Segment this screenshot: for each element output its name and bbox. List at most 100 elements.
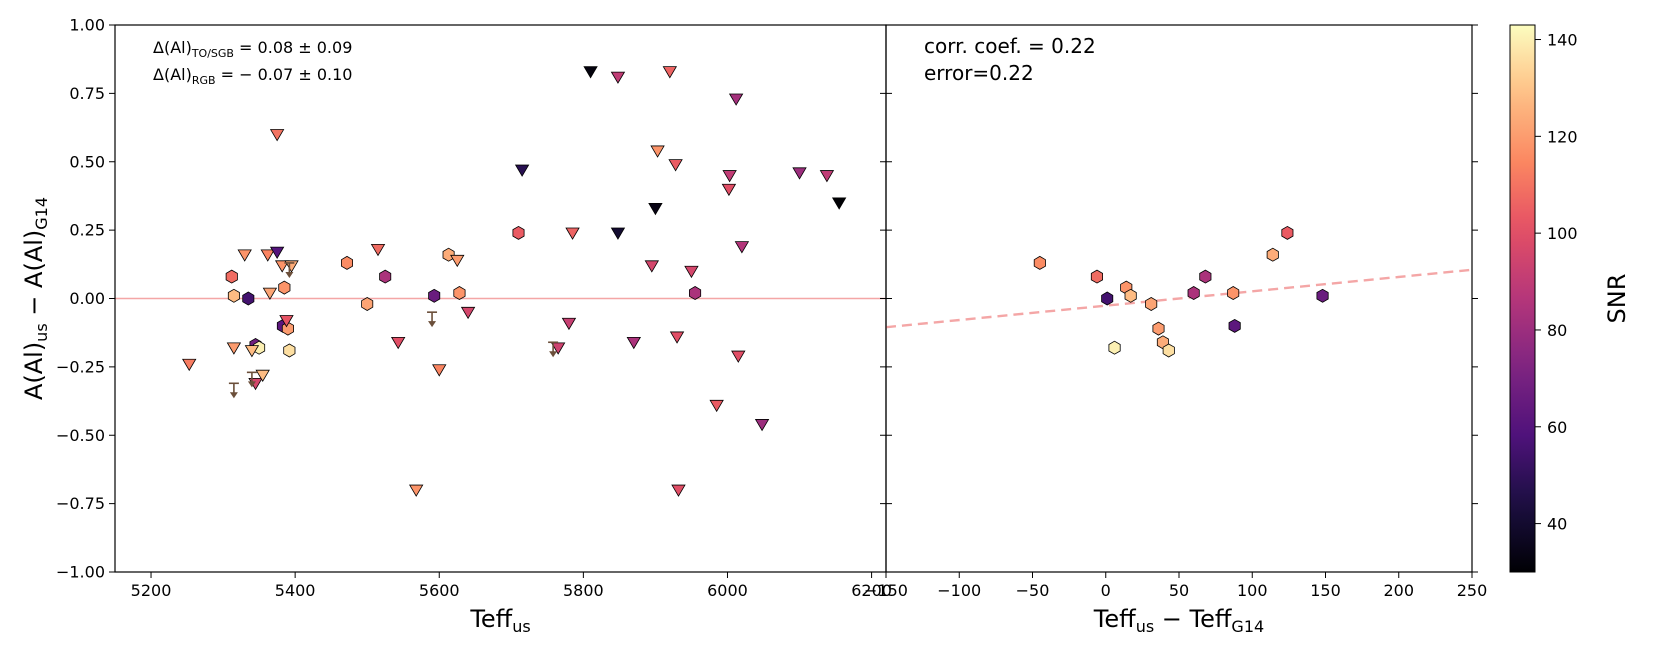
triangle-point: [626, 336, 642, 350]
hexagon-point: [1108, 340, 1121, 355]
x-tick-label: −100: [937, 581, 981, 600]
triangle-point: [721, 183, 737, 197]
y-tick-label: −0.25: [56, 357, 105, 376]
delta-annotation: Δ(Al)TO/SGB = 0.08 ± 0.09: [153, 38, 352, 60]
colorbar-tick-label: 120: [1547, 127, 1578, 146]
triangle-point: [669, 331, 685, 344]
x-tick-label: −50: [1016, 581, 1050, 600]
triangle-point: [244, 345, 260, 358]
triangle-point: [583, 66, 598, 79]
triangle-point: [722, 170, 737, 183]
triangle-point: [734, 241, 750, 254]
hexagon-point: [1090, 269, 1103, 284]
triangle-point: [728, 93, 744, 106]
x-tick-label: 150: [1310, 581, 1341, 600]
colorbar-tick-label: 60: [1547, 418, 1567, 437]
right-axes: −150 −100 −50 0 50 100 150 200 250 Teffus − TeffG…: [864, 24, 1487, 636]
hexagon-point: [379, 269, 392, 284]
triangle-point: [269, 129, 285, 142]
hexagon-point: [1101, 291, 1114, 306]
x-tick-label: 6200: [851, 581, 892, 600]
hexagon-point: [283, 343, 296, 358]
y-tick-label: −0.50: [56, 426, 105, 445]
triangle-point: [390, 336, 406, 350]
x-tick-label: 0: [1101, 581, 1111, 600]
triangle-point: [408, 484, 424, 497]
colorbar-tick-label: 140: [1547, 31, 1578, 50]
triangle-point: [792, 167, 807, 180]
triangle-point: [550, 342, 566, 355]
x-tick-label: 5600: [419, 581, 460, 600]
triangle-point: [269, 246, 285, 259]
x-tick-label: 100: [1237, 581, 1268, 600]
y-tick-label: 1.00: [69, 16, 105, 35]
x-tick-label: 5800: [563, 581, 604, 600]
hexagon-point: [242, 291, 255, 306]
x-tick-label: −150: [864, 581, 908, 600]
y-tick-label: 0.75: [69, 84, 105, 103]
hexagon-point: [361, 297, 374, 311]
triangle-point: [226, 342, 242, 355]
delta-annotation: Δ(Al)RGB = − 0.07 ± 0.10: [153, 65, 352, 87]
colorbar-tick-label: 80: [1547, 321, 1567, 340]
fit-line: [886, 268, 1472, 329]
y-tick-label: −1.00: [56, 563, 105, 582]
hexagon-point: [1033, 255, 1046, 270]
triangle-point: [237, 249, 252, 262]
triangle-point: [754, 419, 770, 432]
triangle-point: [460, 306, 476, 320]
hexagon-point: [1266, 247, 1279, 262]
triangle-point: [432, 364, 447, 377]
x-tick-label: 200: [1383, 581, 1414, 600]
hexagon-point: [1199, 269, 1212, 284]
triangle-point: [260, 249, 275, 262]
right-panel: −150 −100 −50 0 50 100 150 200 250 Teffus − TeffG…: [864, 24, 1487, 636]
x-tick-label: 50: [1169, 581, 1189, 600]
triangle-point: [182, 358, 197, 372]
hexagon-point: [512, 225, 525, 240]
colorbar-label: SNR: [1603, 274, 1631, 324]
y-tick-label: 0.25: [69, 221, 105, 240]
x-tick-label: 5400: [275, 581, 316, 600]
hexagon-point: [1281, 225, 1294, 240]
triangle-point: [650, 145, 665, 158]
hexagon-point: [689, 286, 702, 300]
hexagon-point: [227, 288, 240, 303]
hexagon-point: [1152, 321, 1165, 336]
left-y-axis-label: A(Al)us − A(Al)G14: [20, 197, 51, 400]
upper-limit-arrow: [427, 311, 438, 328]
hexagon-point: [453, 286, 466, 300]
triangle-point: [514, 164, 530, 177]
triangle-point: [644, 260, 660, 273]
triangle-point: [648, 202, 663, 216]
hexagon-point: [428, 288, 441, 303]
triangle-point: [668, 159, 683, 172]
y-tick-label: −0.75: [56, 494, 105, 513]
triangle-point: [450, 254, 465, 268]
hexagon-point: [1162, 343, 1175, 358]
right-plot-area: [886, 225, 1472, 358]
triangle-point: [671, 484, 686, 497]
triangle-point: [831, 197, 847, 210]
hexagon-point: [442, 247, 455, 262]
upper-limit-arrow: [284, 262, 295, 278]
upper-limit-arrow: [228, 382, 239, 399]
hexagon-point: [278, 280, 291, 295]
left-axes: 5200 5400 5600 5800 6000 6200 −1.00 −0.75 −0.50 −…: [20, 16, 892, 636]
triangle-point: [610, 71, 626, 84]
triangle-point: [279, 315, 294, 328]
right-x-axis-label: Teffus − TeffG14: [1093, 605, 1264, 636]
left-plot-area: [115, 66, 885, 497]
triangle-point: [610, 227, 626, 240]
triangle-point: [684, 265, 699, 279]
x-tick-label: 5200: [131, 581, 172, 600]
hexagon-point: [1227, 286, 1240, 300]
hexagon-point: [1228, 318, 1241, 333]
colorbar-bar: [1509, 24, 1536, 573]
x-tick-label: 6000: [707, 581, 748, 600]
upper-limit-arrow: [548, 341, 559, 358]
triangle-point: [819, 170, 835, 183]
upper-limit-arrow: [246, 371, 257, 388]
triangle-point: [370, 243, 386, 257]
